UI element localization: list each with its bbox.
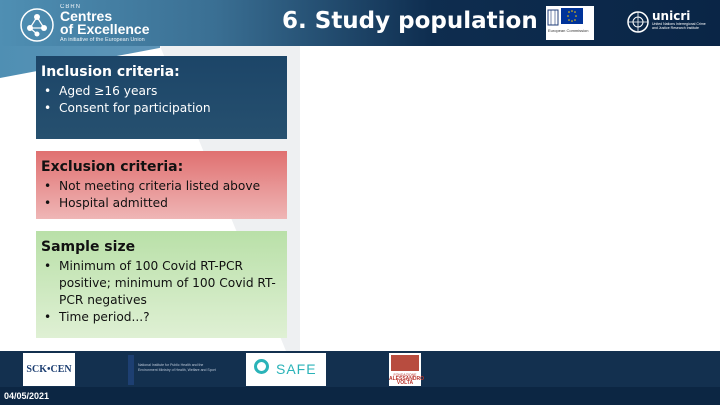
exclusion-heading: Exclusion criteria: xyxy=(41,159,184,175)
inclusion-heading: Inclusion criteria: xyxy=(41,64,180,80)
sample-list: Minimum of 100 Covid RT-PCR positive; mi… xyxy=(41,258,281,326)
safe-logo: SAFE xyxy=(246,353,326,386)
unicri-logo-text: unicri United Nations Interregional Crim… xyxy=(652,10,712,30)
sck-cen-logo: SCK•CEN xyxy=(23,353,75,386)
list-item: Consent for participation xyxy=(41,100,281,117)
list-item: Hospital admitted xyxy=(41,195,281,212)
ring-icon xyxy=(254,359,269,374)
footer-lower-bar xyxy=(0,387,720,405)
eu-logo-label: European Commission xyxy=(548,28,589,33)
coe-line2: of Excellence xyxy=(60,21,150,37)
sample-size-box: Sample size Minimum of 100 Covid RT-PCR … xyxy=(36,231,287,338)
list-item: Aged ≥16 years xyxy=(41,83,281,100)
ribbon-icon xyxy=(128,355,134,385)
inclusion-criteria-box: Inclusion criteria: Aged ≥16 years Conse… xyxy=(36,56,287,139)
volta-foundation-logo: FONDAZIONE ALESSANDRO VOLTA xyxy=(389,353,425,386)
un-emblem-icon xyxy=(627,11,649,33)
list-item: Time period...? xyxy=(41,309,281,326)
list-item: Minimum of 100 Covid RT-PCR positive; mi… xyxy=(41,258,281,309)
safe-label: SAFE xyxy=(276,361,317,377)
exclusion-criteria-box: Exclusion criteria: Not meeting criteria… xyxy=(36,151,287,219)
slide-title: 6. Study population xyxy=(282,8,538,34)
inclusion-list: Aged ≥16 years Consent for participation xyxy=(41,83,281,117)
eu-commission-logo: European Commission xyxy=(546,6,594,40)
volta-label-top: FONDAZIONE xyxy=(393,373,417,377)
coe-subtitle: An initiative of the European Union xyxy=(60,37,145,43)
eu-flag-icon xyxy=(561,8,583,24)
unicri-subtitle: United Nations Interregional Crime and J… xyxy=(652,22,706,30)
rivm-logo: National Institute for Public Health and… xyxy=(124,353,216,386)
list-item: Not meeting criteria listed above xyxy=(41,178,281,195)
coe-line1: Centres xyxy=(60,8,113,24)
rivm-label: National Institute for Public Health and… xyxy=(138,363,216,372)
building-icon xyxy=(547,9,559,26)
header-banner xyxy=(0,0,720,46)
coe-small-label: CBRN xyxy=(60,4,82,10)
network-logo-icon xyxy=(20,8,54,42)
exclusion-list: Not meeting criteria listed above Hospit… xyxy=(41,178,281,212)
building-icon xyxy=(391,355,419,371)
volta-label: FONDAZIONE ALESSANDRO VOLTA xyxy=(389,373,425,386)
slide-date: 04/05/2021 xyxy=(4,391,50,401)
sck-cen-label: SCK•CEN xyxy=(26,364,72,375)
sample-heading: Sample size xyxy=(41,239,136,255)
coe-logo-text: CBRN Centres of Excellence An initiative… xyxy=(60,4,150,43)
volta-label-name: ALESSANDRO VOLTA xyxy=(389,376,425,386)
unicri-name: unicri xyxy=(652,9,691,23)
